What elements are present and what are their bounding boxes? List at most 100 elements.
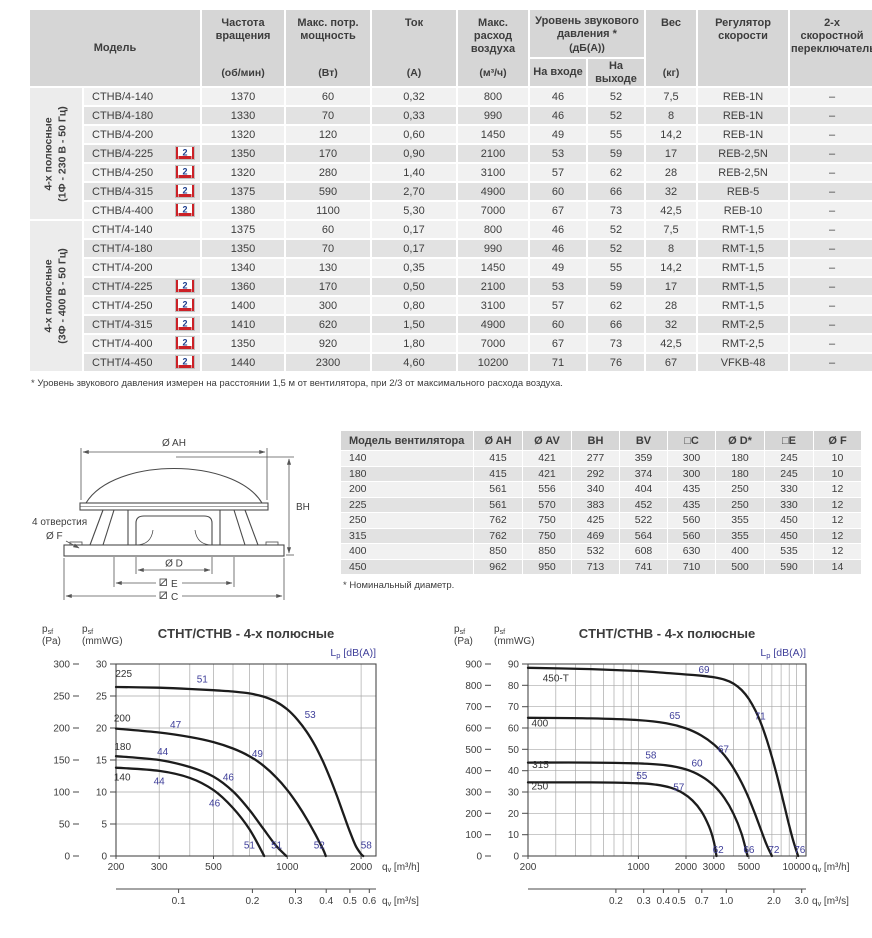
value-cell: –: [790, 221, 872, 238]
value-cell: –: [790, 297, 872, 314]
y-tick-mm: 10: [508, 830, 520, 841]
dims-col-header: Ø AH: [474, 431, 522, 450]
y-tick-mm: 50: [508, 745, 520, 756]
dims-col-header: BH: [572, 431, 619, 450]
dims-value-cell: 292: [572, 466, 619, 481]
col-header-label: Вес: [660, 17, 682, 29]
spec-table: Модель Частота вращения (об/мин) Макс. потр…: [28, 8, 872, 373]
col-header-sound: Уровень звукового давления * (дБ(А)): [530, 10, 645, 57]
lp-legend: Lp [dB(A)]: [330, 647, 376, 660]
dims-value-cell: 330: [765, 497, 813, 512]
svg-text:2: 2: [182, 205, 187, 215]
spec-row: CTHB/4-400 2 1380 1100 5,30 7000 67 73 42,5 REB-1…: [30, 202, 872, 219]
value-cell: 1,40: [372, 164, 456, 181]
value-cell: 1450: [458, 126, 528, 143]
dims-value-cell: 750: [523, 528, 571, 543]
value-cell: 59: [588, 278, 645, 295]
value-cell: 28: [646, 297, 697, 314]
value-cell: 0,80: [372, 297, 456, 314]
y-tick-pa: 300: [465, 788, 482, 799]
col-header-label: Макс. расход воздуха: [470, 17, 516, 56]
y-tick-mm: 10: [96, 788, 108, 799]
fan-dimension-drawing: Ø AH BH 4 отверстия Ø F Ø D E C: [32, 438, 310, 603]
dims-value-cell: 850: [474, 544, 522, 559]
value-cell: 60: [530, 316, 586, 333]
dims-value-cell: 713: [572, 559, 619, 574]
lp-value-label: 67: [718, 744, 730, 755]
value-cell: 70: [286, 240, 370, 257]
label-mask: [156, 577, 182, 589]
y-axis-unit-mm: (mmWG): [494, 636, 535, 647]
value-cell: 71: [530, 354, 586, 371]
value-cell: RMT-1,5: [698, 259, 789, 276]
x-tick: 500: [205, 862, 222, 873]
y-tick-pa: 200: [53, 724, 70, 735]
lp-value-label: 51: [244, 840, 256, 851]
value-cell: 70: [286, 107, 370, 124]
col-header-airflow: Макс. расход воздуха (м³/ч): [458, 10, 528, 86]
dims-value-cell: 404: [620, 482, 667, 497]
dims-value-cell: 245: [765, 466, 813, 481]
value-cell: 76: [588, 354, 645, 371]
y-tick-pa: 800: [465, 681, 482, 692]
value-cell: 300: [286, 297, 370, 314]
model-name: CTHT/4-315: [92, 318, 153, 331]
dims-body: 140 415 421 277 359 300 180 245 10 180 415 421 292 37…: [341, 451, 861, 574]
x-tick: 1000: [276, 862, 299, 873]
col-header-freq: Частота вращения (об/мин): [202, 10, 284, 86]
value-cell: 590: [286, 183, 370, 200]
curve-name-label: 200: [114, 714, 131, 725]
y-axis-sym-mm: psf: [82, 624, 93, 636]
value-cell: 10200: [458, 354, 528, 371]
lp-value-label: 62: [713, 845, 725, 856]
spec-row: CTHT/4-180 1350 70 0,17 990 46 52 8 RMT-1,5–: [30, 240, 872, 257]
value-cell: –: [790, 240, 872, 257]
fan-curve-315: [526, 761, 749, 858]
svg-text:2: 2: [182, 338, 187, 348]
lp-value-label: 46: [209, 799, 221, 810]
dims-value-cell: 560: [668, 513, 715, 528]
dims-value-cell: 359: [620, 451, 667, 466]
group-label-text: 4-х полюсные (3Ф - 400 В - 50 Гц): [42, 248, 69, 343]
fan-curve-200: [114, 727, 327, 858]
value-cell: –: [790, 354, 872, 371]
curve-name-label: 140: [114, 773, 131, 784]
dims-row: 140 415 421 277 359 300 180 245 10: [341, 451, 861, 466]
lp-value-label: 46: [223, 773, 235, 784]
group-label-three-phase: 4-х полюсные (3Ф - 400 В - 50 Гц): [30, 221, 82, 371]
model-cell: CTHT/4-180: [84, 240, 200, 257]
label-mask: [156, 590, 182, 602]
value-cell: 7000: [458, 335, 528, 352]
y-tick-pa: 50: [59, 820, 71, 831]
group-label-line: 4-х полюсные: [42, 259, 55, 333]
erp-badge-icon: 2: [175, 336, 195, 350]
y-axis-sym-pa: psf: [454, 624, 465, 636]
x2-axis-unit: qv [m³/s]: [382, 896, 419, 908]
x-tick: 10000: [782, 862, 810, 873]
value-cell: 2100: [458, 278, 528, 295]
curve-name-label: 315: [532, 760, 549, 771]
model-cell: CTHT/4-200: [84, 259, 200, 276]
hole-diameter-label: Ø F: [46, 531, 63, 542]
dims-value-cell: 12: [814, 544, 861, 559]
value-cell: REB-2,5N: [698, 164, 789, 181]
spec-row: CTHB/4-200 1320 120 0,60 1450 49 55 14,2 REB-1N –: [30, 126, 872, 143]
svg-text:2: 2: [182, 300, 187, 310]
y-tick-mm: 0: [101, 852, 107, 863]
value-cell: 920: [286, 335, 370, 352]
value-cell: 1410: [202, 316, 284, 333]
col-header-label: Частота вращения: [215, 17, 271, 43]
value-cell: 120: [286, 126, 370, 143]
dims-value-cell: 564: [620, 528, 667, 543]
dims-col-header: □E: [765, 431, 813, 450]
value-cell: 57: [530, 164, 586, 181]
dims-value-cell: 630: [668, 544, 715, 559]
col-header-unit: (кг): [662, 67, 680, 80]
x2-axis-unit: qv [m³/s]: [812, 896, 849, 908]
svg-text:2: 2: [182, 167, 187, 177]
dims-value-cell: 452: [620, 497, 667, 512]
value-cell: 130: [286, 259, 370, 276]
value-cell: 0,60: [372, 126, 456, 143]
